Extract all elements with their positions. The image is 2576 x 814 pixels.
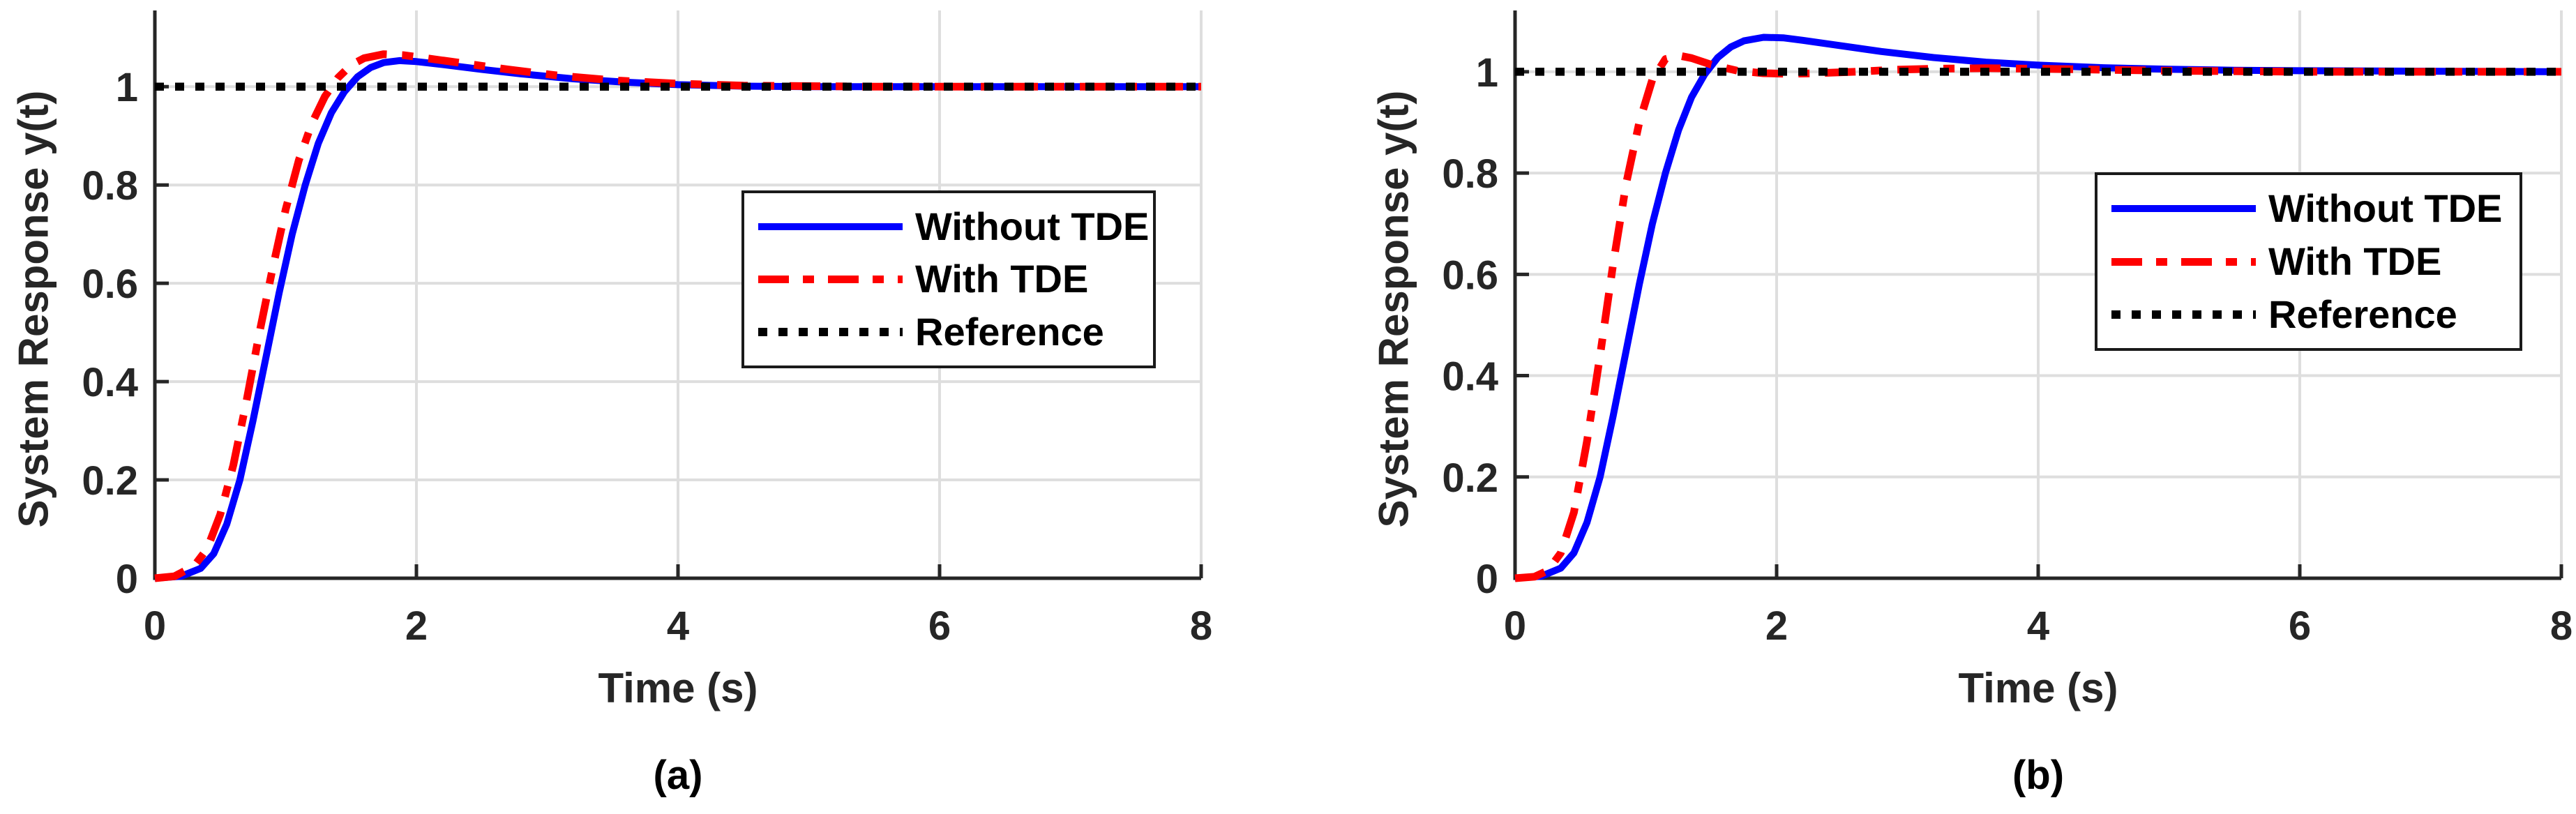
y-tick-label: 0.6 [82,262,138,307]
y-tick-label: 0.8 [82,163,138,209]
legend-label: Without TDE [915,204,1150,248]
series-line-without-tde [1514,33,2562,582]
legend-label: With TDE [2268,239,2442,283]
legend-line-sample-dotted [758,328,903,337]
y-tick-label: 0.4 [1442,354,1498,400]
y-axis-label-b: System Response y(t) [1370,90,1417,528]
series-line-with-tde [1514,52,2561,582]
legend-line-sample-dashdot [758,275,903,283]
legend-item-without-tde: Without TDE [758,204,1150,248]
y-axis-label-a: System Response y(t) [10,90,57,528]
legend-line-sample-solid [758,223,903,230]
y-tick-label: 0.2 [1442,455,1498,501]
legend-item-reference: Reference [758,312,1146,352]
y-tick-label: 0.2 [82,458,138,504]
y-tick-label: 0 [1476,557,1498,602]
x-tick-label: 6 [928,603,951,649]
legend-box-a: Without TDE With TDE Reference [741,190,1156,368]
x-axis-label-b: Time (s) [1958,665,2118,711]
x-tick-label: 2 [1765,603,1788,649]
legend-box-b: Without TDE With TDE Reference [2095,172,2522,351]
legend-label: Reference [2268,292,2457,336]
y-tick-label: 1 [1476,50,1498,96]
plot-canvas-a: 0 2 4 6 8 0 0.2 0.4 0.6 0.8 1 [82,10,1212,649]
y-tick-label: 0 [116,557,138,602]
subplot-b: 0 2 4 6 8 0 0.2 0.4 0.6 0.8 1 System Response y(t)… [1288,0,2576,814]
legend-item-reference: Reference [2111,295,2513,334]
x-tick-label: 0 [144,603,166,649]
x-axis-label-a: Time (s) [598,665,758,711]
subplot-caption-b: (b) [2012,753,2065,798]
y-tick-label: 0.8 [1442,151,1498,197]
legend-line-sample-dashdot [2111,257,2256,266]
y-tick-label: 1 [116,65,138,110]
x-tick-label: 6 [2289,603,2311,649]
subplot-a: 0 2 4 6 8 0 0.2 0.4 0.6 0.8 1 System Response y(t)… [10,10,1212,798]
x-tick-label: 4 [2027,603,2049,649]
legend-label: With TDE [915,257,1089,301]
plot-canvas-b: 0 2 4 6 8 0 0.2 0.4 0.6 0.8 1 [1442,10,2573,649]
legend-item-with-tde: With TDE [758,259,1146,299]
legend-line-sample-dotted [2111,310,2256,319]
y-tick-label: 0.6 [1442,253,1498,298]
x-tick-label: 8 [2550,603,2573,649]
legend-label: Without TDE [2268,186,2503,230]
legend-item-with-tde: With TDE [2111,242,2513,281]
x-tick-label: 0 [1504,603,1526,649]
x-tick-label: 4 [667,603,689,649]
y-tick-label: 0.4 [82,360,138,405]
legend-item-without-tde: Without TDE [2111,189,2513,228]
legend-label: Reference [915,310,1104,354]
legend-line-sample-solid [2111,205,2256,212]
subplot-caption-a: (a) [653,753,703,798]
x-tick-label: 8 [1190,603,1212,649]
series-line-with-tde [154,50,1201,582]
x-tick-label: 2 [405,603,428,649]
